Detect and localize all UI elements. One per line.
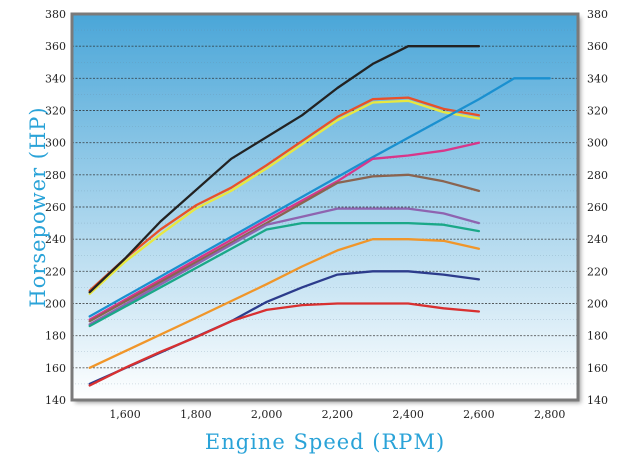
y-tick-label-left: 200 xyxy=(45,298,66,311)
y-tick-label-left: 360 xyxy=(45,40,66,53)
x-tick-label: 1,600 xyxy=(109,408,141,421)
series-line-6 xyxy=(88,173,481,323)
x-tick-label: 1,800 xyxy=(180,408,212,421)
y-axis-title: Horsepower (HP) xyxy=(26,106,50,307)
x-tick-label: 2,600 xyxy=(463,408,495,421)
y-tick-label-right: 160 xyxy=(587,362,608,375)
y-tick-label-left: 340 xyxy=(45,72,66,85)
series-line-7 xyxy=(88,207,481,326)
x-axis-title: Engine Speed (RPM) xyxy=(205,430,445,454)
x-tick-label: 2,400 xyxy=(392,408,424,421)
y-tick-label-left: 180 xyxy=(45,330,66,343)
series-line-11 xyxy=(88,302,481,387)
y-tick-label-left: 300 xyxy=(45,137,66,150)
series-line-5 xyxy=(88,141,481,321)
series-line-1 xyxy=(88,99,481,296)
y-tick-label-right: 320 xyxy=(587,105,608,118)
x-tick-label: 2,000 xyxy=(251,408,283,421)
y-axis-right-labels: 140 160 180 200 220 240 260 280 300 320 340 360 380 xyxy=(587,8,608,407)
y-tick-label-right: 240 xyxy=(587,233,608,246)
y-tick-label-left: 380 xyxy=(45,8,66,21)
y-tick-label-right: 280 xyxy=(587,169,608,182)
series-line-9 xyxy=(88,238,481,369)
y-tick-label-left: 260 xyxy=(45,201,66,214)
y-tick-label-right: 300 xyxy=(587,137,608,150)
y-tick-label-left: 220 xyxy=(45,265,66,278)
series-line-4 xyxy=(88,77,551,318)
y-tick-label-left: 240 xyxy=(45,233,66,246)
x-axis-labels: 1,600 1,800 2,000 2,200 2,400 2,600 2,800 xyxy=(109,408,565,421)
y-axis-left-labels: 140 160 180 200 220 240 260 280 300 320 340 360 380 xyxy=(45,8,66,407)
y-tick-label-left: 320 xyxy=(45,105,66,118)
series-group xyxy=(88,45,551,387)
y-tick-label-right: 340 xyxy=(587,72,608,85)
y-tick-label-right: 140 xyxy=(587,394,608,407)
series-line-3 xyxy=(88,45,481,294)
y-tick-label-right: 200 xyxy=(587,298,608,311)
plot-frame xyxy=(70,12,580,402)
series-line-10 xyxy=(88,270,481,386)
series-line-2 xyxy=(88,96,481,292)
y-tick-label-right: 380 xyxy=(587,8,608,21)
y-tick-label-right: 360 xyxy=(587,40,608,53)
x-tick-label: 2,800 xyxy=(534,408,566,421)
y-tick-label-right: 260 xyxy=(587,201,608,214)
y-tick-label-right: 180 xyxy=(587,330,608,343)
series-line-8 xyxy=(88,221,481,328)
y-tick-label-left: 280 xyxy=(45,169,66,182)
y-tick-label-left: 140 xyxy=(45,394,66,407)
y-tick-label-left: 160 xyxy=(45,362,66,375)
y-tick-label-right: 220 xyxy=(587,265,608,278)
x-tick-label: 2,200 xyxy=(322,408,354,421)
